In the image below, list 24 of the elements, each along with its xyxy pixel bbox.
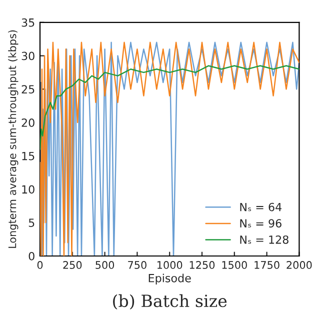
x-tick-label: 1500: [222, 261, 247, 269]
x-tick-label: 1000: [157, 261, 182, 269]
x-tick-label: 1250: [190, 261, 215, 269]
x-axis-title: Episode: [148, 274, 191, 284]
x-tick-label: 0: [37, 261, 43, 269]
y-tick-label: 10: [22, 185, 34, 194]
y-tick-label: 20: [22, 118, 34, 127]
x-tick-label: 500: [96, 261, 114, 269]
y-tick-label: 35: [22, 18, 34, 27]
text: (b) Batch size: [113, 294, 227, 310]
x-tick-label: 250: [63, 261, 82, 269]
x-tick-label: 750: [128, 261, 146, 269]
legend-label: Nₛ = 96: [240, 219, 282, 228]
legend-label: Nₛ = 128: [240, 235, 288, 244]
y-axis-title: Longterm average sum-throughput (kbps): [8, 30, 18, 248]
y-tick-label: 15: [22, 152, 34, 160]
y-tick-label: 30: [22, 52, 34, 60]
y-tick-label: 25: [22, 85, 34, 94]
y-tick-label: 5: [28, 218, 34, 228]
legend-label: Nₛ = 64: [240, 202, 282, 212]
line-series: [40, 65, 300, 150]
x-tick-label: 2000: [286, 261, 312, 269]
y-tick-label: 0: [28, 252, 34, 260]
x-tick-label: 1750: [254, 261, 280, 269]
